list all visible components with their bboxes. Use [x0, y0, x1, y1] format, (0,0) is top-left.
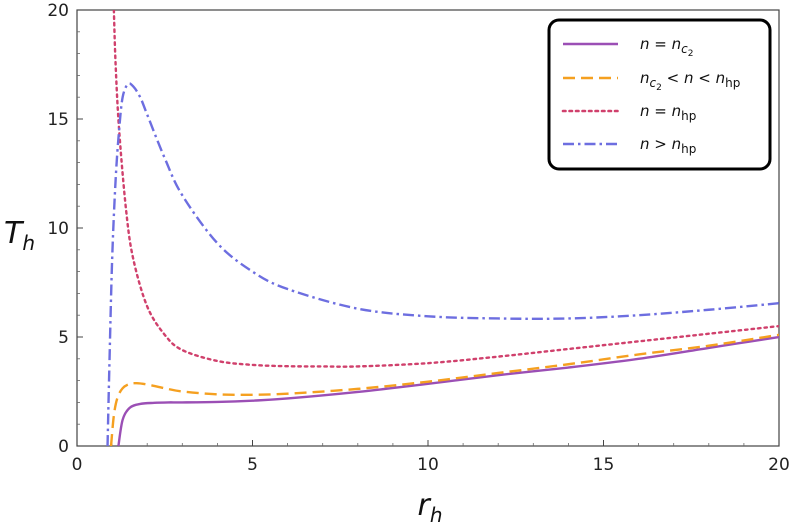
- series-line-2: [109, 333, 779, 446]
- x-tick-label: 5: [247, 455, 258, 475]
- legend-items: n = nc2 nc2 < n < nhp n = nhp n > nhp: [561, 35, 740, 156]
- legend-label-2: nc2 < n < nhp: [640, 69, 740, 93]
- y-axis-title-main: T: [4, 216, 25, 251]
- x-axis-title-subscript: h: [430, 503, 443, 525]
- x-tick-label: 20: [768, 455, 790, 475]
- y-axis-title: Th: [4, 216, 35, 255]
- legend-box: [547, 18, 772, 171]
- legend-label-1: n = nc2: [640, 35, 693, 59]
- x-tick-label: 0: [72, 455, 83, 475]
- y-tick-label: 15: [47, 110, 69, 130]
- y-axis-ticks: 0 5 10 15 20: [47, 1, 83, 457]
- series-layer: [106, 10, 779, 446]
- legend-label-3: n = nhp: [640, 102, 696, 123]
- x-tick-label: 15: [593, 455, 615, 475]
- x-axis-title: rh: [417, 488, 442, 525]
- x-axis-ticks: 0 5 10 15 20: [72, 440, 790, 475]
- series-line-3: [112, 10, 779, 368]
- y-axis-title-subscript: h: [22, 231, 35, 255]
- series-line-1: [117, 335, 779, 446]
- x-axis-title-main: r: [417, 488, 431, 523]
- y-tick-label: 0: [58, 437, 69, 457]
- series-line-4: [106, 82, 779, 446]
- legend-label-4: n > nhp: [640, 135, 696, 156]
- y-tick-label: 10: [47, 219, 69, 239]
- legend: n = nc2 nc2 < n < nhp n = nhp n > nhp: [547, 18, 772, 171]
- y-tick-label: 5: [58, 328, 69, 348]
- x-tick-label: 10: [417, 455, 439, 475]
- y-tick-label: 20: [47, 1, 69, 21]
